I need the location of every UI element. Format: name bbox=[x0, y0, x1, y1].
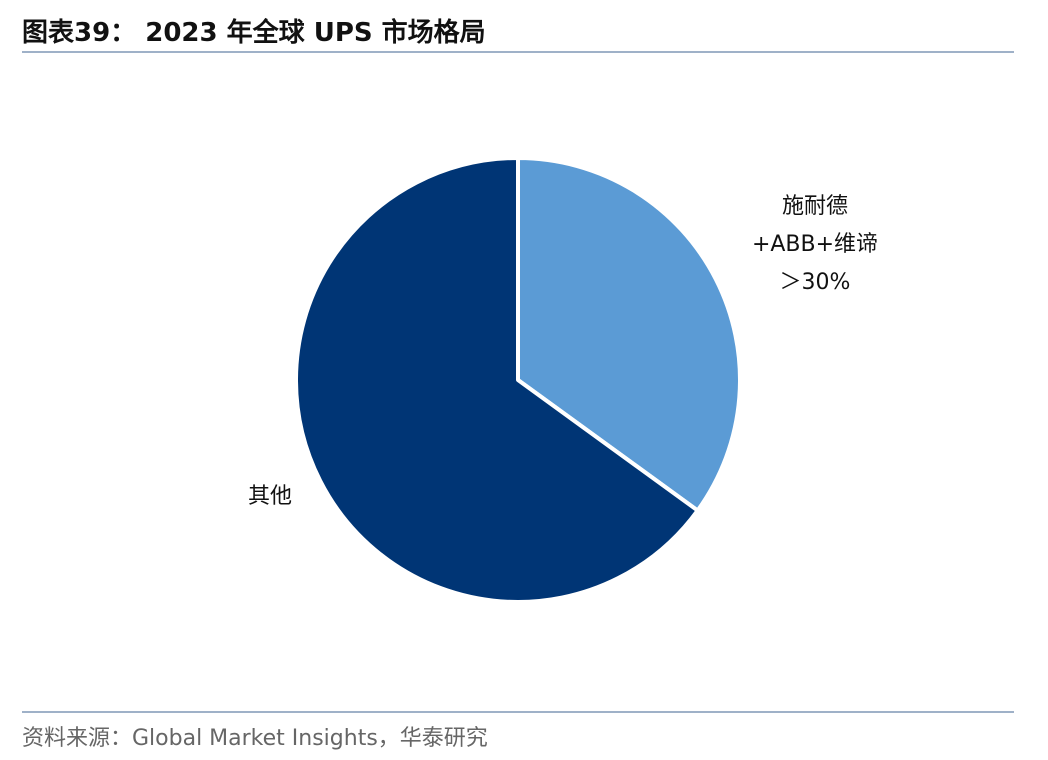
chart-title: 图表39： 2023 年全球 UPS 市场格局 bbox=[22, 18, 486, 48]
pie-slice bbox=[516, 156, 742, 513]
pie-slice bbox=[294, 156, 700, 604]
source-rule bbox=[22, 711, 1014, 713]
source: 资料来源：Global Market Insights，华泰研究 bbox=[22, 726, 488, 751]
slice-label: 施耐德 +ABB+维谛 ＞30% bbox=[751, 194, 879, 295]
title-rule bbox=[22, 51, 1014, 53]
slice-label: 其他 bbox=[247, 484, 292, 509]
